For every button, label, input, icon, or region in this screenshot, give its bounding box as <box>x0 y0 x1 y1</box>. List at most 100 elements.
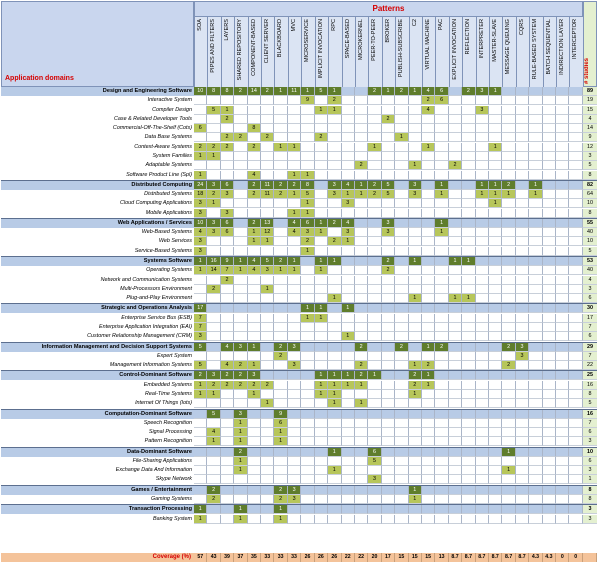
matrix-cell <box>489 447 503 457</box>
matrix-cell <box>247 485 262 495</box>
matrix-cell <box>314 351 329 361</box>
matrix-cell <box>341 485 355 495</box>
matrix-cell <box>556 96 570 106</box>
matrix-cell: 3 <box>381 218 396 228</box>
matrix-cell <box>556 466 570 476</box>
matrix-cell <box>194 418 208 428</box>
matrix-cell <box>502 313 516 323</box>
matrix-cell: 1 <box>314 389 329 399</box>
matrix-cell <box>408 447 422 457</box>
matrix-cell <box>515 361 530 371</box>
matrix-cell <box>220 428 235 438</box>
matrix-cell <box>502 351 516 361</box>
matrix-cell <box>220 246 235 256</box>
matrix-cell: 2 <box>220 275 235 285</box>
matrix-cell <box>341 246 355 256</box>
matrix-cell <box>475 96 490 106</box>
matrix-cell <box>542 447 557 457</box>
matrix-cell: 1 <box>395 133 409 143</box>
matrix-cell <box>207 505 221 515</box>
matrix-cell <box>435 313 449 323</box>
coverage-value: 37 <box>234 553 248 562</box>
subdomain-label: Context-Aware Systems <box>134 143 192 150</box>
matrix-cell <box>328 124 342 134</box>
matrix-cell <box>341 142 355 152</box>
matrix-cell <box>542 275 557 285</box>
matrix-cell: 2 <box>287 180 302 190</box>
matrix-cell <box>542 294 557 304</box>
matrix-cell <box>542 96 557 106</box>
matrix-cell <box>261 447 275 457</box>
matrix-cell <box>354 428 369 438</box>
matrix-cell <box>207 456 221 466</box>
matrix-cell <box>314 399 329 409</box>
matrix-cell <box>261 342 275 352</box>
matrix-cell <box>194 495 208 505</box>
matrix-cell <box>529 351 543 361</box>
matrix-cell <box>408 428 422 438</box>
matrix-cell: 1 <box>341 304 355 314</box>
matrix-cell: 2 <box>234 361 248 371</box>
studies-count: 82 <box>583 180 597 190</box>
matrix-cell <box>435 161 449 171</box>
matrix-cell <box>368 332 382 342</box>
matrix-cell <box>569 437 583 447</box>
coverage-value: 26 <box>301 553 315 562</box>
matrix-cell <box>368 361 382 371</box>
matrix-cell <box>301 105 315 115</box>
matrix-cell <box>502 124 516 134</box>
matrix-cell <box>529 284 543 294</box>
matrix-cell <box>435 124 449 134</box>
matrix-cell <box>354 199 369 209</box>
matrix-cell <box>408 332 422 342</box>
matrix-cell <box>274 399 288 409</box>
matrix-cell <box>542 228 557 238</box>
matrix-cell <box>569 389 583 399</box>
matrix-cell: 14 <box>207 266 221 276</box>
matrix-cell: 2 <box>435 342 449 352</box>
matrix-cell <box>261 124 275 134</box>
matrix-cell: 1 <box>354 399 369 409</box>
matrix-cell <box>301 161 315 171</box>
matrix-cell <box>395 142 409 152</box>
matrix-cell <box>569 246 583 256</box>
matrix-cell: 1 <box>301 208 315 218</box>
studies-count: 3 <box>583 284 597 294</box>
matrix-cell <box>301 323 315 332</box>
matrix-cell <box>261 505 275 515</box>
matrix-cell <box>234 170 248 180</box>
matrix-cell <box>569 304 583 314</box>
matrix-cell <box>435 351 449 361</box>
matrix-cell: 1 <box>274 87 288 96</box>
matrix-cell <box>341 389 355 399</box>
coverage-value: 8.7 <box>475 553 490 562</box>
matrix-cell <box>194 294 208 304</box>
matrix-cell <box>354 505 369 515</box>
matrix-cell <box>489 151 503 161</box>
matrix-cell: 1 <box>194 257 208 267</box>
matrix-cell <box>462 105 476 115</box>
matrix-cell <box>556 190 570 200</box>
matrix-cell <box>328 161 342 171</box>
matrix-cell <box>489 505 503 515</box>
matrix-cell <box>475 304 490 314</box>
matrix-cell <box>220 294 235 304</box>
pattern-header-label: MICROKERNEL <box>357 19 364 61</box>
matrix-cell <box>569 190 583 200</box>
matrix-cell <box>489 237 503 247</box>
matrix-cell: 3 <box>220 190 235 200</box>
matrix-cell: 5 <box>194 342 208 352</box>
domains-title: Application domains <box>5 75 74 82</box>
matrix-cell <box>234 180 248 190</box>
matrix-cell <box>515 389 530 399</box>
matrix-cell <box>475 389 490 399</box>
matrix-cell: 2 <box>207 495 221 505</box>
matrix-cell <box>542 161 557 171</box>
matrix-cell <box>287 371 302 381</box>
matrix-cell: 1 <box>274 505 288 515</box>
category-label: Design and Engineering Software <box>1 87 194 96</box>
matrix-cell <box>381 495 396 505</box>
matrix-cell <box>287 323 302 332</box>
matrix-cell <box>408 151 422 161</box>
matrix-cell <box>381 371 396 381</box>
